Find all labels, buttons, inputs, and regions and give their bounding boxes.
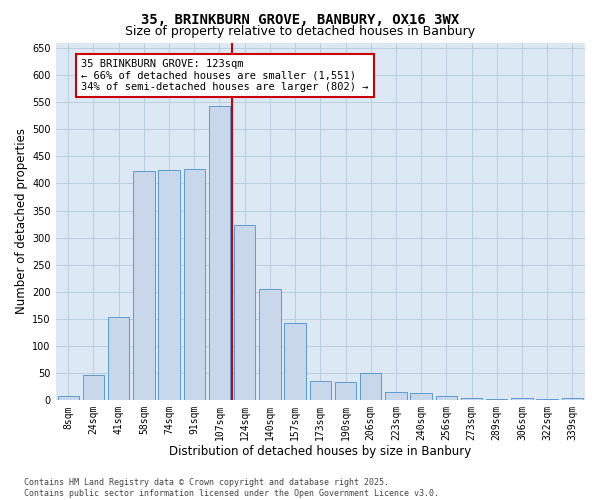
- Text: 35, BRINKBURN GROVE, BANBURY, OX16 3WX: 35, BRINKBURN GROVE, BANBURY, OX16 3WX: [141, 12, 459, 26]
- Bar: [410, 393, 432, 400]
- Text: Size of property relative to detached houses in Banbury: Size of property relative to detached ho…: [125, 25, 475, 38]
- Bar: [511, 398, 533, 400]
- Bar: [310, 382, 331, 400]
- Bar: [133, 172, 155, 400]
- Text: Contains HM Land Registry data © Crown copyright and database right 2025.
Contai: Contains HM Land Registry data © Crown c…: [24, 478, 439, 498]
- Bar: [385, 392, 407, 400]
- Bar: [158, 170, 180, 400]
- Bar: [284, 322, 306, 400]
- Bar: [259, 289, 281, 400]
- Bar: [234, 225, 256, 400]
- Bar: [562, 398, 583, 400]
- Bar: [58, 396, 79, 400]
- Bar: [436, 396, 457, 400]
- Bar: [536, 399, 558, 400]
- Text: 35 BRINKBURN GROVE: 123sqm
← 66% of detached houses are smaller (1,551)
34% of s: 35 BRINKBURN GROVE: 123sqm ← 66% of deta…: [81, 59, 368, 92]
- Bar: [209, 106, 230, 400]
- Y-axis label: Number of detached properties: Number of detached properties: [15, 128, 28, 314]
- Bar: [461, 398, 482, 400]
- Bar: [486, 399, 508, 400]
- Bar: [108, 318, 130, 400]
- Bar: [335, 382, 356, 400]
- Bar: [360, 373, 382, 400]
- Bar: [83, 376, 104, 400]
- Bar: [184, 169, 205, 400]
- X-axis label: Distribution of detached houses by size in Banbury: Distribution of detached houses by size …: [169, 444, 472, 458]
